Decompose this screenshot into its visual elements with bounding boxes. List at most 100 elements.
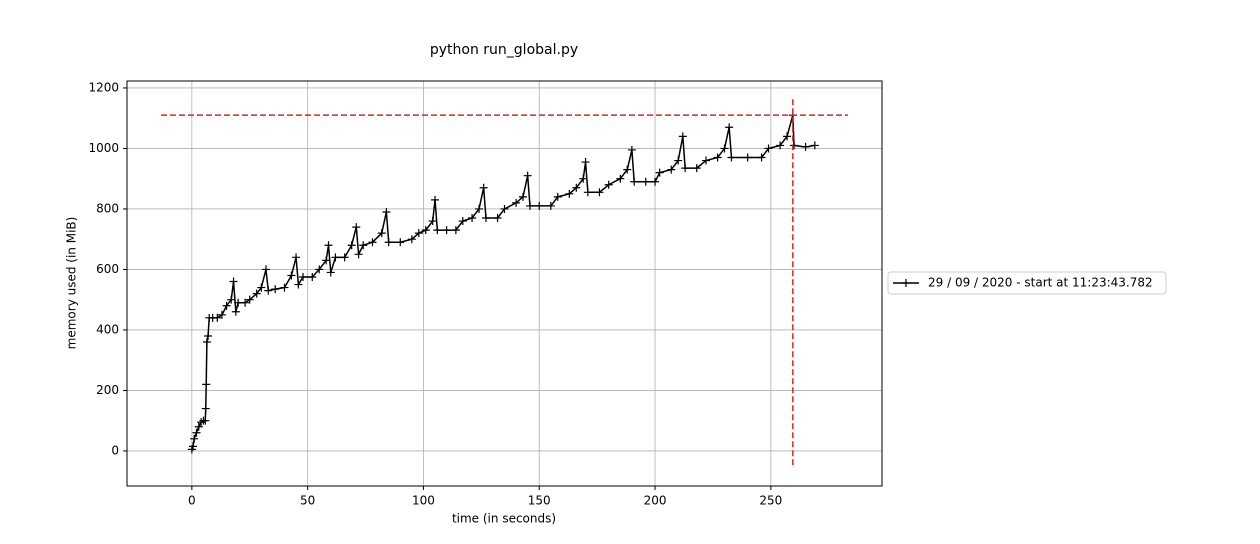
- point-marker: [252, 289, 261, 298]
- point-marker: [512, 198, 521, 207]
- x-tick-label: 150: [528, 494, 551, 508]
- point-marker: [743, 153, 752, 162]
- x-tick-label: 0: [188, 494, 196, 508]
- point-marker: [764, 144, 773, 153]
- point-marker: [231, 307, 240, 316]
- point-marker: [421, 226, 430, 235]
- point-marker: [572, 183, 581, 192]
- legend: 29 / 09 / 2020 - start at 11:23:43.782: [887, 271, 1167, 295]
- point-marker: [616, 174, 625, 183]
- point-marker: [451, 226, 460, 235]
- point-marker: [623, 165, 632, 174]
- point-marker: [627, 145, 636, 154]
- point-marker: [546, 201, 555, 210]
- y-tick-label: 200: [96, 383, 119, 397]
- point-marker: [192, 428, 201, 437]
- point-marker: [692, 164, 701, 173]
- point-marker: [667, 165, 676, 174]
- point-marker: [324, 241, 333, 250]
- point-marker: [264, 286, 273, 295]
- point-marker: [227, 295, 236, 304]
- point-marker: [368, 238, 377, 247]
- point-marker: [354, 250, 363, 259]
- point-marker: [261, 265, 270, 274]
- point-marker: [433, 226, 442, 235]
- point-marker: [202, 380, 211, 389]
- point-marker: [523, 171, 532, 180]
- point-marker: [757, 153, 766, 162]
- point-marker: [414, 229, 423, 238]
- point-marker: [595, 188, 604, 197]
- point-marker: [222, 301, 231, 310]
- point-marker: [189, 442, 198, 451]
- point-marker: [202, 338, 211, 347]
- point-marker: [431, 195, 440, 204]
- x-axis-label: time (in seconds): [452, 512, 556, 526]
- point-marker: [245, 295, 254, 304]
- point-marker: [294, 280, 303, 289]
- point-marker: [493, 214, 502, 223]
- point-marker: [382, 207, 391, 216]
- point-marker: [701, 156, 710, 165]
- y-tick-label: 600: [96, 262, 119, 276]
- point-marker: [217, 310, 226, 319]
- point-marker: [651, 177, 660, 186]
- point-marker: [583, 188, 592, 197]
- point-marker: [442, 226, 451, 235]
- point-marker: [776, 141, 785, 150]
- point-marker: [229, 277, 238, 286]
- point-marker: [681, 164, 690, 173]
- x-tick-label: 200: [644, 494, 667, 508]
- point-marker: [257, 283, 266, 292]
- y-axis-label: memory used (in MiB): [65, 217, 79, 350]
- point-marker: [468, 214, 477, 223]
- point-marker: [783, 132, 792, 141]
- point-marker: [396, 238, 405, 247]
- point-marker: [213, 313, 222, 322]
- y-tick-label: 1200: [88, 80, 119, 94]
- point-marker: [674, 156, 683, 165]
- point-marker: [201, 416, 210, 425]
- point-marker: [428, 217, 437, 226]
- legend-box: [887, 271, 1167, 295]
- point-marker: [553, 192, 562, 201]
- legend-marker: [902, 279, 910, 287]
- legend-label: 29 / 09 / 2020 - start at 11:23:43.782: [928, 276, 1153, 290]
- chart-title: python run_global.py: [430, 42, 578, 58]
- point-marker: [458, 217, 467, 226]
- point-marker: [475, 204, 484, 213]
- point-marker: [326, 268, 335, 277]
- point-marker: [407, 235, 416, 244]
- point-marker: [604, 180, 613, 189]
- x-tick-label: 50: [300, 494, 315, 508]
- y-tick-label: 0: [111, 443, 119, 457]
- point-marker: [479, 183, 488, 192]
- point-marker: [519, 192, 528, 201]
- point-marker: [384, 238, 393, 247]
- point-marker: [525, 201, 534, 210]
- point-marker: [308, 272, 317, 281]
- point-marker: [292, 253, 301, 262]
- point-marker: [280, 283, 289, 292]
- point-marker: [377, 229, 386, 238]
- point-marker: [201, 404, 210, 413]
- point-marker: [331, 253, 340, 262]
- point-marker: [500, 204, 509, 213]
- point-marker: [535, 201, 544, 210]
- y-tick-label: 1000: [88, 141, 119, 155]
- point-marker: [713, 153, 722, 162]
- point-marker: [322, 256, 331, 265]
- point-marker: [340, 253, 349, 262]
- point-marker: [725, 123, 734, 132]
- point-marker: [315, 265, 324, 274]
- point-marker: [581, 158, 590, 167]
- point-marker: [565, 189, 574, 198]
- x-tick-label: 250: [759, 494, 782, 508]
- y-tick-label: 800: [96, 201, 119, 215]
- point-marker: [641, 177, 650, 186]
- point-marker: [359, 241, 368, 250]
- point-marker: [720, 144, 729, 153]
- point-marker: [630, 177, 639, 186]
